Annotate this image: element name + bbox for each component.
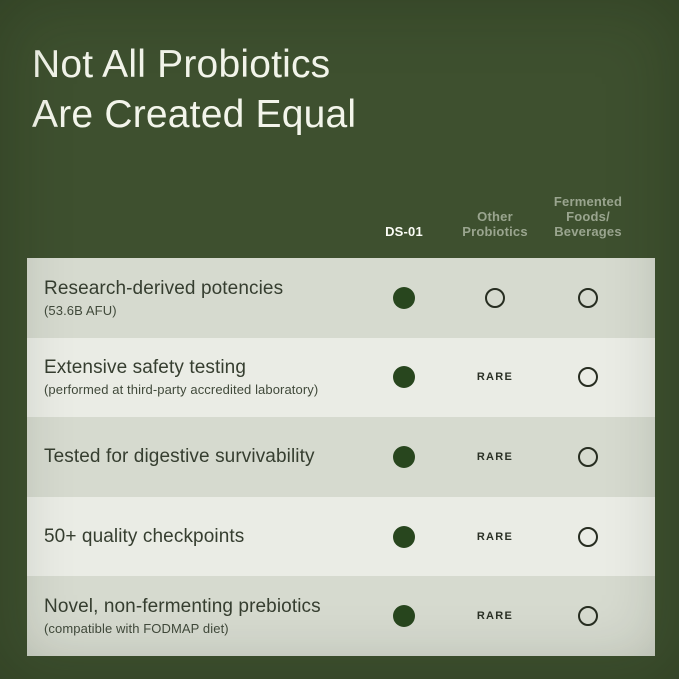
empty-circle-icon [485,287,505,308]
filled-dot-icon [393,525,415,548]
row-title: Research-derived potencies [44,277,284,299]
row-label: Research-derived potencies (53.6B AFU) [44,278,283,318]
empty-circle-icon [485,287,505,308]
rare-label: RARE [477,610,513,622]
table-row: Research-derived potencies (53.6B AFU) [27,258,655,338]
rare-label-text: RARE [476,450,514,463]
row-title: Extensive safety testing [44,357,247,379]
empty-circle-icon [578,287,598,308]
rare-label: RARE [477,531,513,543]
empty-circle-icon [578,606,598,627]
filled-dot-icon [393,366,415,389]
page-title-line-2: Are Created Equal [32,93,357,136]
filled-dot-icon [393,286,415,309]
empty-circle-icon [578,446,598,467]
empty-circle-icon [578,367,598,388]
table-row: Tested for digestive survivability RARE [27,417,655,497]
empty-circle-icon [578,606,598,627]
rare-label-text: RARE [476,610,514,623]
row-subtitle: (compatible with FODMAP diet) [44,621,229,637]
table-row: Extensive safety testing (performed at th… [27,337,655,418]
empty-circle-icon [578,526,598,547]
filled-dot-icon [393,286,415,309]
row-title: Tested for digestive survivability [44,445,315,467]
row-label: Novel, non-fermenting prebiotics (compati… [44,596,321,636]
page-title: Not All Probiotics Are Created Equal [32,40,356,140]
filled-dot-icon [393,605,415,628]
empty-circle-icon [578,526,598,547]
filled-dot-icon [393,445,415,468]
filled-dot-icon [393,525,415,548]
rare-label-text: RARE [476,530,514,543]
table-row: 50+ quality checkpoints RARE [27,496,655,577]
row-label: Extensive safety testing (performed at th… [44,357,318,397]
row-subtitle: (53.6B AFU) [44,302,117,318]
rare-label: RARE [477,371,513,383]
empty-circle-icon [578,287,598,308]
column-header-1: DS-01 [385,224,423,239]
row-title: 50+ quality checkpoints [44,525,245,547]
filled-dot-icon [393,366,415,389]
empty-circle-icon [578,446,598,467]
row-label: 50+ quality checkpoints [44,526,244,548]
column-headers: DS-01 Other Probiotics Fermented Foods/ Be… [27,176,655,240]
table-row: Novel, non-fermenting prebiotics (compati… [27,576,655,656]
filled-dot-icon [393,605,415,628]
row-title: Novel, non-fermenting prebiotics [44,596,321,618]
rare-label-text: RARE [476,371,514,384]
filled-dot-icon [393,445,415,468]
empty-circle-icon [578,367,598,388]
column-header-3: Fermented Foods/ Beverages [553,194,623,239]
column-header-2: Other Probiotics [462,209,528,239]
rare-label: RARE [477,451,513,463]
row-subtitle: (performed at third-party accredited lab… [44,382,319,398]
row-label: Tested for digestive survivability [44,446,315,468]
comparison-table: Research-derived potencies (53.6B AFU) Ext… [27,258,655,656]
page-title-line-1: Not All Probiotics [32,43,331,86]
